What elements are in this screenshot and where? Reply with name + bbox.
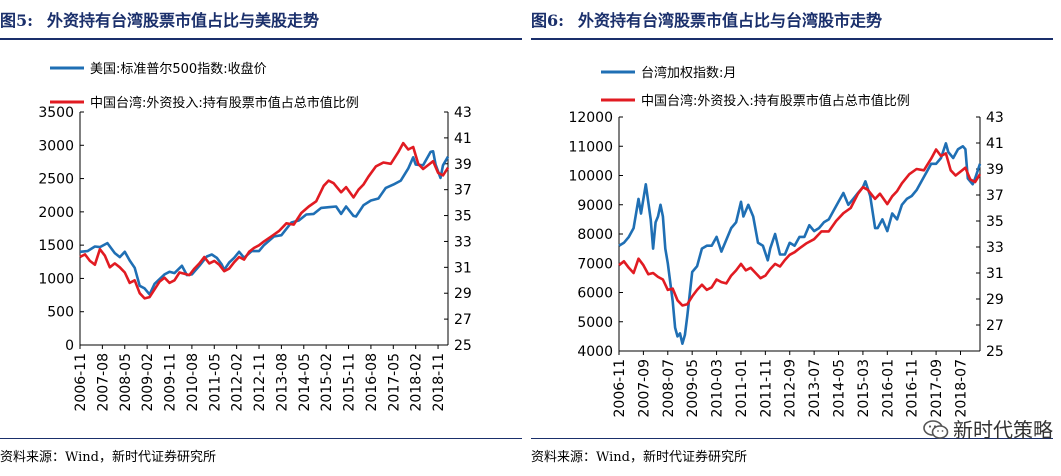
y-left-tick-label: 7000: [577, 256, 613, 272]
y-right-tick-label: 37: [986, 188, 1004, 204]
figure-6-panel: 图6: 外资持有台湾股票市值占比与台湾股市走势 台湾加权指数:月中国台湾:外资投入…: [531, 0, 1061, 476]
legend-label: 台湾加权指数:月: [641, 65, 736, 81]
y-right-tick-label: 25: [454, 338, 472, 354]
y-left-tick-label: 2000: [38, 205, 74, 221]
y-left-tick-label: 8000: [577, 227, 613, 243]
y-right-tick-label: 41: [986, 136, 1004, 152]
y-right-tick-label: 31: [454, 260, 472, 276]
watermark-text: 新时代策略: [953, 418, 1053, 442]
y-right-tick-label: 25: [986, 344, 1004, 360]
y-right-tick-label: 35: [454, 209, 472, 225]
x-tick-label: 2006-11: [73, 353, 89, 412]
y-right-tick-label: 41: [454, 131, 472, 147]
x-tick-label: 2018-11: [431, 353, 447, 412]
y-left-tick-label: 3000: [38, 138, 74, 154]
y-left-tick-label: 3500: [38, 105, 74, 121]
wechat-icon: [923, 420, 949, 439]
y-left-tick-label: 12000: [568, 110, 613, 126]
figure-5-panel: 图5: 外资持有台湾股票市值占比与美股走势 美国:标准普尔500指数:收盘价中国台…: [0, 0, 530, 476]
y-right-tick-label: 33: [454, 234, 472, 250]
y-left-tick-label: 10000: [568, 169, 613, 185]
x-tick-label: 2010-08: [185, 353, 201, 412]
x-tick-label: 2014-05: [832, 359, 848, 418]
y-right-tick-label: 31: [986, 266, 1004, 282]
y-right-tick-label: 43: [454, 105, 472, 121]
y-right-tick-label: 33: [986, 240, 1004, 256]
figure-5-source-rule: [0, 438, 522, 439]
x-tick-label: 2016-08: [364, 353, 380, 412]
x-tick-label: 2015-02: [319, 353, 335, 412]
x-tick-label: 2012-02: [230, 353, 246, 412]
figure-5-source: 资料来源：Wind，新时代证券研究所: [0, 450, 216, 465]
figure-5-title: 图5: 外资持有台湾股票市值占比与美股走势: [0, 6, 522, 36]
x-tick-label: 2018-07: [953, 359, 969, 418]
x-tick-label: 2011-05: [207, 353, 223, 412]
x-tick-label: 2011-11: [758, 359, 774, 418]
y-left-tick-label: 0: [65, 338, 74, 354]
series-line: [618, 148, 982, 307]
x-tick-label: 2013-08: [274, 353, 290, 412]
x-tick-label: 2016-01: [880, 359, 896, 418]
x-tick-label: 2007-08: [95, 353, 111, 412]
y-right-tick-label: 39: [454, 157, 472, 173]
y-left-tick-label: 4000: [577, 344, 613, 360]
x-tick-label: 2012-09: [783, 359, 799, 418]
x-tick-label: 2010-03: [710, 359, 726, 418]
x-tick-label: 2013-07: [807, 359, 823, 418]
y-right-tick-label: 39: [986, 162, 1004, 178]
x-tick-label: 2018-02: [409, 353, 425, 412]
x-tick-label: 2008-05: [118, 353, 134, 412]
series-line: [79, 141, 450, 300]
series-line: [79, 150, 450, 296]
x-tick-label: 2006-11: [612, 359, 628, 418]
figure-6-number: 图6:: [531, 11, 565, 30]
y-right-tick-label: 29: [454, 286, 472, 302]
figure-6-source-rule: [531, 438, 1053, 439]
x-tick-label: 2009-05: [685, 359, 701, 418]
y-left-tick-label: 2500: [38, 172, 74, 188]
y-left-tick-label: 6000: [577, 286, 613, 302]
y-left-tick-label: 1500: [38, 238, 74, 254]
x-tick-label: 2015-03: [856, 359, 872, 418]
x-tick-label: 2014-05: [297, 353, 313, 412]
x-tick-label: 2012-11: [252, 353, 268, 412]
legend-label: 美国:标准普尔500指数:收盘价: [90, 61, 267, 77]
x-tick-label: 2016-11: [905, 359, 921, 418]
y-left-tick-label: 5000: [577, 315, 613, 331]
figure-6-source: 资料来源：Wind，新时代证券研究所: [531, 450, 747, 465]
y-right-tick-label: 27: [986, 318, 1004, 334]
y-right-tick-label: 35: [986, 214, 1004, 230]
x-tick-label: 2011-01: [734, 359, 750, 418]
legend-label: 中国台湾:外资投入:持有股票市值占总市值比例: [641, 93, 910, 109]
y-left-tick-label: 500: [47, 305, 74, 321]
x-tick-label: 2009-11: [163, 353, 179, 412]
x-tick-label: 2015-11: [342, 353, 358, 412]
y-right-tick-label: 27: [454, 312, 472, 328]
y-left-tick-label: 9000: [577, 198, 613, 214]
y-left-tick-label: 1000: [38, 271, 74, 287]
figure-5-title-rule: [0, 38, 522, 40]
y-right-tick-label: 37: [454, 183, 472, 199]
figure-5-title-text: 外资持有台湾股票市值占比与美股走势: [47, 11, 320, 30]
series-line: [618, 142, 982, 345]
legend-label: 中国台湾:外资投入:持有股票市值占总市值比例: [90, 95, 359, 111]
y-right-tick-label: 43: [986, 110, 1004, 126]
figure-6-title-rule: [531, 38, 1053, 40]
figure-6-title: 图6: 外资持有台湾股票市值占比与台湾股市走势: [531, 6, 1053, 36]
x-tick-label: 2008-07: [661, 359, 677, 418]
y-right-tick-label: 29: [986, 292, 1004, 308]
figure-5-number: 图5:: [0, 11, 34, 30]
watermark: 新时代策略: [923, 414, 1053, 443]
figure-6-title-text: 外资持有台湾股票市值占比与台湾股市走势: [578, 11, 883, 30]
x-tick-label: 2017-09: [929, 359, 945, 418]
x-tick-label: 2017-05: [386, 353, 402, 412]
x-tick-label: 2009-02: [140, 353, 156, 412]
y-left-tick-label: 11000: [568, 139, 613, 155]
x-tick-label: 2007-09: [636, 359, 652, 418]
